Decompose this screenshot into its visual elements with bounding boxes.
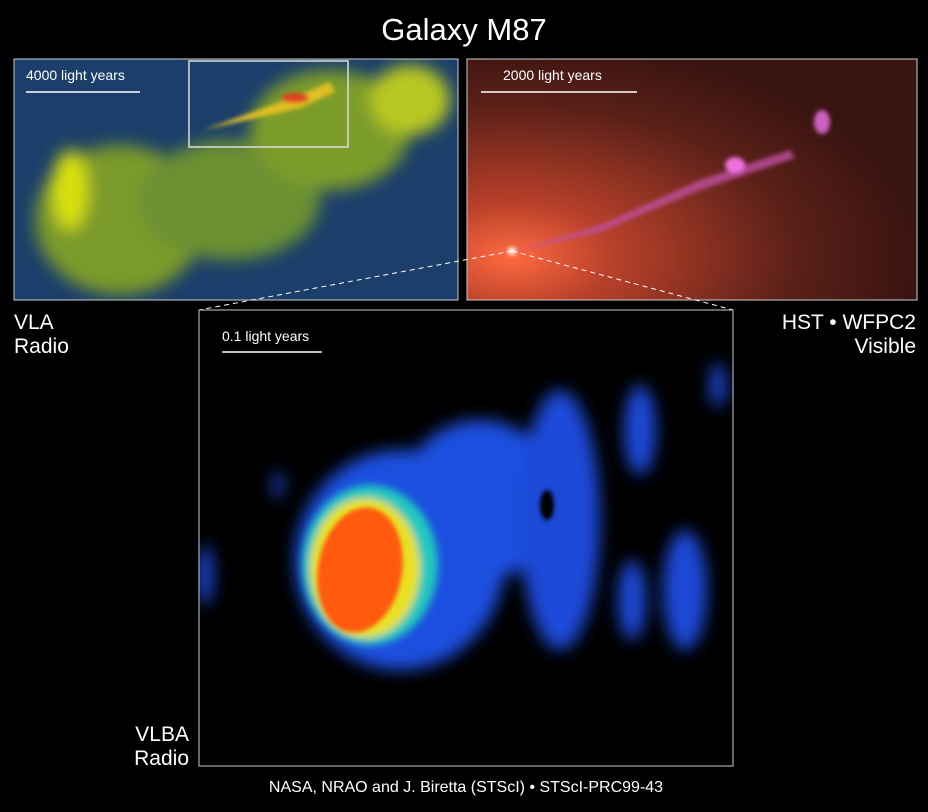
hst-image	[467, 59, 917, 300]
credit: NASA, NRAO and J. Biretta (STScI) • STSc…	[269, 779, 663, 796]
blob	[618, 560, 646, 640]
knot	[725, 157, 745, 173]
blob	[520, 390, 600, 650]
frame	[466, 58, 918, 301]
vlba-image	[199, 310, 733, 766]
frame	[198, 309, 734, 767]
caption: Radio	[14, 335, 69, 358]
blob	[273, 471, 283, 499]
scale-label: 2000 light years	[503, 67, 602, 83]
blob	[400, 420, 560, 580]
lobe	[370, 65, 450, 135]
jet	[512, 150, 795, 252]
connector	[511, 250, 734, 311]
title: Galaxy M87	[381, 12, 546, 47]
core	[317, 507, 403, 633]
blob	[199, 545, 213, 605]
scale-label: 0.1 light years	[222, 328, 309, 344]
blob	[624, 385, 656, 475]
caption: VLBA	[135, 723, 189, 746]
frame	[13, 58, 459, 301]
blob	[663, 530, 707, 650]
knot	[281, 93, 309, 103]
caption: VLA	[14, 311, 54, 334]
hst-jet	[508, 110, 830, 255]
vla-image	[14, 59, 458, 300]
jet	[203, 82, 335, 130]
inset-box	[188, 60, 349, 148]
scale-label: 4000 light years	[26, 67, 125, 83]
connector	[198, 250, 513, 311]
caption: Radio	[134, 747, 189, 770]
caption: Visible	[855, 335, 916, 358]
blob	[710, 363, 726, 407]
caption: HST • WFPC2	[782, 311, 916, 334]
knot	[814, 110, 830, 134]
hole	[540, 490, 554, 520]
lobe	[52, 150, 88, 230]
